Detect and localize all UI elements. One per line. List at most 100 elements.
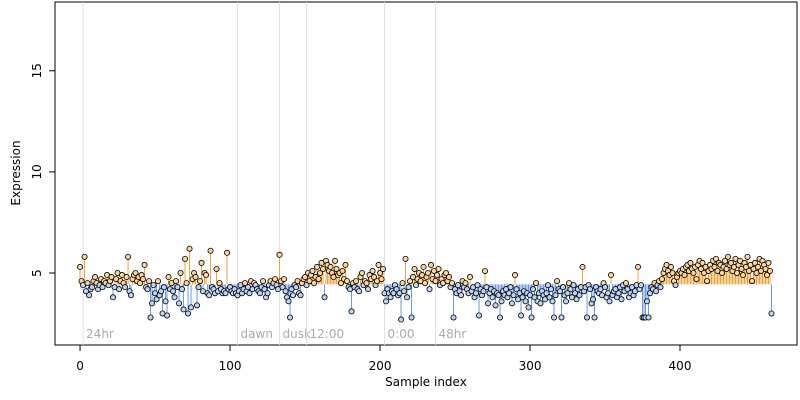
point xyxy=(755,263,762,270)
x-tick-label: 200 xyxy=(369,359,392,373)
point xyxy=(182,255,189,262)
point xyxy=(177,270,184,277)
point xyxy=(272,276,279,283)
point xyxy=(482,267,489,274)
point xyxy=(224,249,231,256)
point xyxy=(194,302,201,309)
point xyxy=(552,292,559,299)
point xyxy=(435,265,442,272)
point xyxy=(86,292,93,299)
point xyxy=(380,265,387,272)
point xyxy=(768,310,775,317)
point xyxy=(563,298,570,305)
point xyxy=(498,298,505,305)
point xyxy=(297,292,304,299)
point xyxy=(530,286,537,293)
point xyxy=(495,292,502,299)
point xyxy=(153,296,160,303)
point xyxy=(744,253,751,260)
point xyxy=(635,263,642,270)
point xyxy=(531,294,538,301)
point xyxy=(704,278,711,285)
point xyxy=(497,314,504,321)
point xyxy=(668,263,675,270)
point xyxy=(576,292,583,299)
point xyxy=(587,286,594,293)
point xyxy=(608,272,615,279)
point xyxy=(186,245,193,252)
point xyxy=(293,284,300,291)
point xyxy=(537,300,544,307)
x-axis-title: Sample index xyxy=(385,375,467,389)
x-tick-label: 400 xyxy=(669,359,692,373)
point xyxy=(546,294,553,301)
point xyxy=(164,312,171,319)
point xyxy=(285,298,292,305)
point xyxy=(510,292,517,299)
y-tick-label: 10 xyxy=(30,164,44,179)
point xyxy=(549,298,556,305)
point xyxy=(314,263,321,270)
point xyxy=(767,267,774,274)
point xyxy=(567,286,574,293)
point xyxy=(264,290,271,297)
point xyxy=(332,257,339,264)
point xyxy=(281,276,288,283)
point xyxy=(681,272,688,279)
point xyxy=(398,316,405,323)
point xyxy=(699,259,706,266)
point xyxy=(672,282,679,289)
point xyxy=(321,294,328,301)
point xyxy=(602,284,609,291)
point xyxy=(344,278,351,285)
point xyxy=(752,259,759,266)
point xyxy=(573,296,580,303)
x-tick-label: 100 xyxy=(219,359,242,373)
point xyxy=(81,253,88,260)
point xyxy=(158,288,165,295)
point xyxy=(570,282,577,289)
annotation-label: dawn xyxy=(241,327,273,341)
point xyxy=(339,267,346,274)
point xyxy=(455,282,462,289)
point xyxy=(413,282,420,289)
point xyxy=(192,274,199,281)
point xyxy=(378,276,385,283)
point xyxy=(149,300,156,307)
point xyxy=(422,280,429,287)
point xyxy=(522,298,529,305)
point xyxy=(509,300,516,307)
point xyxy=(89,284,96,291)
point xyxy=(564,290,571,297)
point xyxy=(765,259,772,266)
point xyxy=(492,302,499,309)
point xyxy=(183,280,190,287)
point xyxy=(356,288,363,295)
point xyxy=(432,278,439,285)
point xyxy=(303,282,310,289)
point xyxy=(92,274,99,281)
point xyxy=(185,310,192,317)
point xyxy=(123,274,130,281)
point xyxy=(383,298,390,305)
point xyxy=(404,294,411,301)
point xyxy=(144,286,151,293)
point xyxy=(623,280,630,287)
point xyxy=(207,247,214,254)
point xyxy=(125,253,132,260)
point xyxy=(203,272,210,279)
point xyxy=(213,265,220,272)
point xyxy=(195,284,202,291)
point xyxy=(342,261,349,268)
point xyxy=(548,286,555,293)
point xyxy=(180,306,187,313)
point xyxy=(137,280,144,287)
point xyxy=(446,274,453,281)
point xyxy=(363,280,370,287)
point xyxy=(723,265,730,272)
y-tick-label: 5 xyxy=(30,269,44,277)
point xyxy=(560,284,567,291)
point xyxy=(327,263,334,270)
point xyxy=(558,314,565,321)
point xyxy=(579,263,586,270)
